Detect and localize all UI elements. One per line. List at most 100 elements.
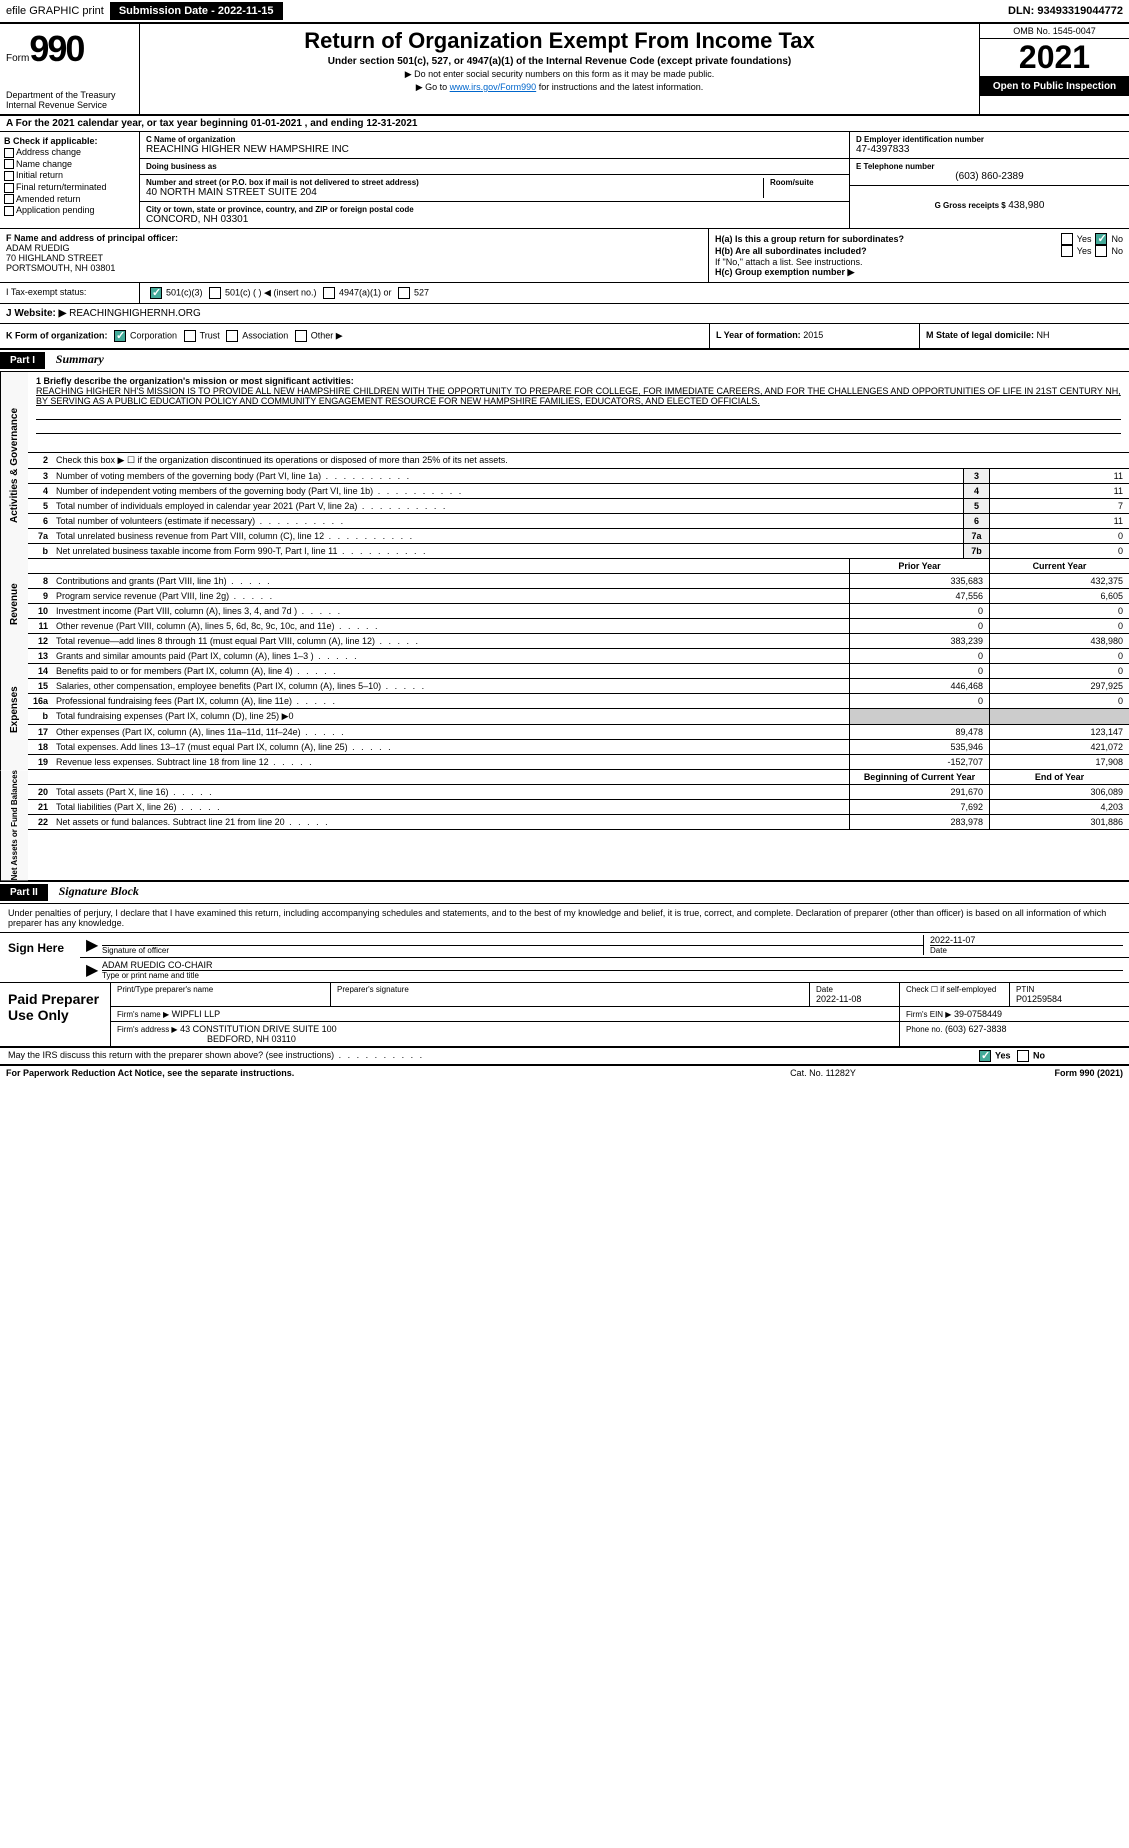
form-prefix: Form: [6, 53, 29, 64]
ein-row: D Employer identification number 47-4397…: [850, 132, 1129, 159]
part1-header-row: Part I Summary: [0, 350, 1129, 372]
table-row: 9Program service revenue (Part VIII, lin…: [28, 589, 1129, 604]
officer-name: ADAM RUEDIG: [6, 243, 702, 253]
prep-row-2: Firm's name ▶ WIPFLI LLP Firm's EIN ▶ 39…: [110, 1007, 1129, 1022]
part1-title: Summary: [56, 352, 104, 366]
dba-row: Doing business as: [140, 159, 849, 175]
sig-name-row: ▶ ADAM RUEDIG CO-CHAIR Type or print nam…: [80, 958, 1129, 982]
sig-date-value: 2022-11-07: [930, 935, 1123, 945]
hb-yes-checkbox[interactable]: [1061, 245, 1073, 257]
other-checkbox[interactable]: [295, 330, 307, 342]
line-2: 2 Check this box ▶ ☐ if the organization…: [28, 453, 1129, 469]
netassets-tab: Net Assets or Fund Balances: [0, 770, 28, 880]
table-row: 16aProfessional fundraising fees (Part I…: [28, 694, 1129, 709]
form-header: Form990 Department of the Treasury Inter…: [0, 22, 1129, 116]
form-note1: ▶ Do not enter social security numbers o…: [148, 69, 971, 80]
header-left: Form990 Department of the Treasury Inter…: [0, 24, 140, 114]
form-title: Return of Organization Exempt From Incom…: [148, 28, 971, 54]
irs-link[interactable]: www.irs.gov/Form990: [450, 82, 537, 92]
ein-value: 47-4397833: [856, 144, 1123, 155]
self-emp-check[interactable]: Check ☐ if self-employed: [899, 983, 1009, 1006]
summary-revenue: Revenue Prior Year Current Year 8Contrib…: [0, 559, 1129, 649]
gross-row: G Gross receipts $ 438,980: [850, 186, 1129, 214]
website-value: REACHINGHIGHERNH.ORG: [69, 308, 201, 319]
tax-exempt-row: I Tax-exempt status: 501(c)(3) 501(c) ( …: [0, 283, 1129, 304]
gross-receipts: 438,980: [1008, 200, 1044, 211]
sign-here-block: Sign Here ▶ Signature of officer 2022-11…: [0, 933, 1129, 983]
527-checkbox[interactable]: [398, 287, 410, 299]
tel-row: E Telephone number (603) 860-2389: [850, 159, 1129, 186]
table-row: 20Total assets (Part X, line 16)291,6703…: [28, 785, 1129, 800]
footer-catno: Cat. No. 11282Y: [723, 1068, 923, 1078]
part2-header-row: Part II Signature Block: [0, 880, 1129, 904]
check-amended[interactable]: Amended return: [4, 194, 135, 205]
501c-checkbox[interactable]: [209, 287, 221, 299]
table-row: 8Contributions and grants (Part VIII, li…: [28, 574, 1129, 589]
check-initial-return[interactable]: Initial return: [4, 170, 135, 181]
expenses-tab: Expenses: [0, 649, 28, 770]
officer-street: 70 HIGHLAND STREET: [6, 253, 702, 263]
501c3-checkbox[interactable]: [150, 287, 162, 299]
4947-checkbox[interactable]: [323, 287, 335, 299]
col-b-header: B Check if applicable:: [4, 136, 135, 146]
ha-no-checkbox[interactable]: [1095, 233, 1107, 245]
table-row: 5Total number of individuals employed in…: [28, 499, 1129, 514]
omb-number: OMB No. 1545-0047: [980, 24, 1129, 39]
trust-checkbox[interactable]: [184, 330, 196, 342]
check-app-pending[interactable]: Application pending: [4, 205, 135, 216]
summary-netassets: Net Assets or Fund Balances Beginning of…: [0, 770, 1129, 880]
table-row: 11Other revenue (Part VIII, column (A), …: [28, 619, 1129, 634]
officer-info: F Name and address of principal officer:…: [0, 229, 709, 282]
telephone: (603) 860-2389: [856, 171, 1123, 182]
ha-yes-checkbox[interactable]: [1061, 233, 1073, 245]
year-formation: L Year of formation: 2015: [710, 324, 920, 348]
firm-ein: 39-0758449: [954, 1009, 1002, 1019]
sign-here-label: Sign Here: [0, 933, 80, 982]
discuss-yes-checkbox[interactable]: [979, 1050, 991, 1062]
prep-date: 2022-11-08: [816, 994, 893, 1004]
k-org-row: K Form of organization: Corporation Trus…: [0, 324, 1129, 350]
table-row: 14Benefits paid to or for members (Part …: [28, 664, 1129, 679]
officer-city: PORTSMOUTH, NH 03801: [6, 263, 702, 273]
prep-row-1: Print/Type preparer's name Preparer's si…: [110, 983, 1129, 1007]
k-org-type: K Form of organization: Corporation Trus…: [0, 324, 709, 348]
paid-preparer-block: Paid Preparer Use Only Print/Type prepar…: [0, 983, 1129, 1048]
check-final-return[interactable]: Final return/terminated: [4, 182, 135, 193]
footer: For Paperwork Reduction Act Notice, see …: [0, 1066, 1129, 1080]
discuss-no-checkbox[interactable]: [1017, 1050, 1029, 1062]
ptin-value: P01259584: [1016, 994, 1123, 1004]
irs-label: Internal Revenue Service: [6, 100, 133, 110]
city-state-zip: CONCORD, NH 03301: [146, 214, 843, 225]
table-row: bTotal fundraising expenses (Part IX, co…: [28, 709, 1129, 725]
footer-formref: Form 990 (2021): [923, 1068, 1123, 1078]
website-row: J Website: ▶ REACHINGHIGHERNH.ORG: [0, 304, 1129, 324]
city-row: City or town, state or province, country…: [140, 202, 849, 228]
submission-date-button[interactable]: Submission Date - 2022-11-15: [110, 2, 283, 20]
table-row: 17Other expenses (Part IX, column (A), l…: [28, 725, 1129, 740]
part1-badge: Part I: [0, 352, 45, 369]
form-number: 990: [29, 28, 83, 69]
signature-intro: Under penalties of perjury, I declare th…: [0, 904, 1129, 933]
tax-year: 2021: [980, 39, 1129, 77]
street-address: 40 NORTH MAIN STREET SUITE 204: [146, 187, 763, 198]
officer-group: F Name and address of principal officer:…: [0, 229, 1129, 283]
main-info: B Check if applicable: Address change Na…: [0, 132, 1129, 229]
dept-label: Department of the Treasury: [6, 90, 133, 100]
org-name-row: C Name of organization REACHING HIGHER N…: [140, 132, 849, 159]
header-right: OMB No. 1545-0047 2021 Open to Public In…: [979, 24, 1129, 114]
hb-no-checkbox[interactable]: [1095, 245, 1107, 257]
mission-box: 1 Briefly describe the organization's mi…: [28, 372, 1129, 453]
check-name-change[interactable]: Name change: [4, 159, 135, 170]
org-name: REACHING HIGHER NEW HAMPSHIRE INC: [146, 144, 843, 155]
summary-expenses: Expenses 13Grants and similar amounts pa…: [0, 649, 1129, 770]
header-middle: Return of Organization Exempt From Incom…: [140, 24, 979, 114]
group-return-info: H(a) Is this a group return for subordin…: [709, 229, 1129, 282]
mission-text: REACHING HIGHER NH'S MISSION IS TO PROVI…: [36, 386, 1121, 406]
discuss-row: May the IRS discuss this return with the…: [0, 1048, 1129, 1066]
check-address-change[interactable]: Address change: [4, 147, 135, 158]
column-b: B Check if applicable: Address change Na…: [0, 132, 140, 228]
corp-checkbox[interactable]: [114, 330, 126, 342]
firm-phone: (603) 627-3838: [945, 1024, 1007, 1034]
column-d: D Employer identification number 47-4397…: [849, 132, 1129, 228]
assoc-checkbox[interactable]: [226, 330, 238, 342]
